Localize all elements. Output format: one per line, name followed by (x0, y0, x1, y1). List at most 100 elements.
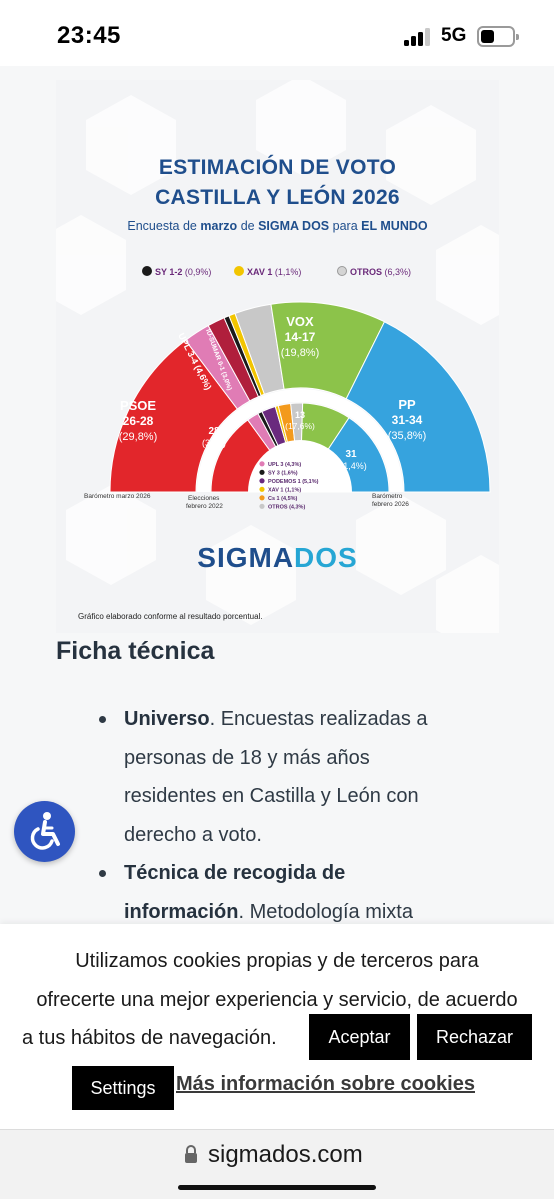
wheelchair-icon (30, 812, 60, 850)
legend-label: XAV 1 (247, 267, 273, 277)
cookie-text-line: ofrecerte una mejor experiencia y servic… (36, 988, 518, 1011)
bullet-bold: Universo (124, 708, 210, 730)
subtitle-pre: Encuesta de (127, 219, 197, 233)
subtitle-month: marzo (200, 219, 238, 233)
bullet-text: personas de 18 y más años (124, 746, 370, 769)
subtitle-mid: de (240, 219, 255, 233)
label-inner-psoe-pct: (30%) (202, 438, 226, 448)
inner-legend-label: UPL 3 (4,3%) (268, 462, 301, 468)
signal-icon (404, 28, 432, 46)
subtitle-media: EL MUNDO (361, 219, 428, 233)
subtitle-pollster: SIGMA DOS (258, 219, 330, 233)
list-item-continuation: personas de 18 y más años (95, 739, 515, 778)
logo-part-b: DOS (294, 542, 358, 573)
bullet-dot (99, 716, 106, 723)
inner-legend-dot (259, 478, 265, 484)
label-inner-pp-seats: 31 (345, 449, 357, 460)
cookie-more-info-link[interactable]: Más información sobre cookies (176, 1073, 475, 1095)
legend-pct: (1,1%) (274, 267, 302, 277)
infographic-title-line2: CASTILLA Y LEÓN 2026 (155, 186, 400, 209)
inner-legend-dot (259, 486, 265, 492)
accessibility-button[interactable] (14, 801, 75, 862)
inner-legend-label: XAV 1 (1,1%) (268, 488, 301, 494)
battery-icon (477, 26, 519, 47)
inner-legend-label: Cs 1 (4,5%) (268, 496, 298, 502)
axis-label-right-2: febrero 2026 (372, 501, 409, 508)
bullet-dot (99, 870, 106, 877)
legend-label: SY 1-2 (155, 267, 183, 277)
divider-ring (197, 389, 403, 492)
list-item: Universo. Encuestas realizadas a (95, 700, 515, 739)
label-inner-vox-pct: (17,6%) (285, 421, 315, 431)
inner-legend-label: OTROS (4,3%) (268, 505, 305, 511)
label-pp-seats: 31-34 (392, 413, 423, 427)
hemicycle-chart: PSOE 26-28 (29,8%) UPL 3-4 (4,6%) IU-SUM… (84, 301, 491, 511)
label-vox-pct: (19,8%) (281, 347, 320, 359)
hexagon-background (56, 80, 499, 633)
slice-pp (345, 321, 491, 493)
reject-cookies-button[interactable]: Rechazar (417, 1014, 532, 1060)
outer-hemicycle (109, 301, 491, 493)
list-item-continuation: residentes en Castilla y León con (95, 777, 515, 816)
browser-url-bar[interactable]: sigmados.com (0, 1129, 554, 1199)
list-item-continuation: derecho a voto. (95, 816, 515, 855)
infographic-subtitle: Encuesta de marzo de SIGMA DOS para EL M… (56, 219, 499, 233)
inner-legend-dot (259, 461, 265, 467)
bullet-text: . Metodología mixta (238, 900, 413, 923)
label-vox-seats: 14-17 (285, 330, 316, 344)
list-item-continuation: información. Metodología mixta (95, 893, 515, 932)
label-pp-pct: (35,8%) (388, 430, 427, 442)
inner-legend-dot (259, 469, 265, 475)
axis-label-right-1: Barómetro (372, 493, 403, 500)
legend-pct: (6,3%) (384, 267, 412, 277)
legend-dot (337, 266, 347, 276)
legend-item-otros: OTROS (6,3%) (337, 266, 411, 277)
network-type: 5G (441, 25, 467, 46)
sigmados-logo: SIGMADOS (56, 542, 499, 574)
inner-legend-dot (259, 503, 265, 509)
list-item: Técnica de recogida de (95, 854, 515, 893)
bullet-bold: información (124, 900, 239, 923)
label-inner-vox-seats: 13 (295, 410, 305, 420)
bullet-bold: Técnica de recogida de (124, 862, 346, 884)
bullet-text: derecho a voto. (124, 823, 262, 846)
legend-pct: (0,9%) (184, 267, 212, 277)
poll-infographic: ESTIMACIÓN DE VOTO CASTILLA Y LEÓN 2026 … (56, 80, 499, 633)
inner-legend-label: PODEMOS 1 (5,1%) (268, 479, 319, 485)
legend-dot (142, 266, 152, 276)
cookie-text-line: a tus hábitos de navegación. (22, 1027, 277, 1049)
url-text[interactable]: sigmados.com (208, 1141, 363, 1168)
infographic-title-line1: ESTIMACIÓN DE VOTO (158, 156, 397, 179)
section-title: Ficha técnica (56, 637, 215, 665)
legend-label: OTROS (350, 267, 383, 277)
axis-label-mid-2: febrero 2022 (186, 503, 223, 510)
label-pp-name: PP (398, 397, 416, 412)
inner-hemicycle (197, 389, 403, 494)
infographic-note: Gráfico elaborado conforme al resultado … (78, 612, 263, 621)
logo-part-a: SIGMA (197, 542, 295, 573)
cookie-settings-button[interactable]: Settings (72, 1066, 174, 1110)
lock-icon (185, 1145, 197, 1163)
axis-label-mid-1: Elecciones (188, 495, 220, 502)
label-inner-psoe-seats: 28 (208, 426, 220, 437)
label-psoe-seats: 26-28 (123, 414, 154, 428)
cookie-message: Utilizamos cookies propias y de terceros… (10, 942, 544, 1058)
inner-legend-dot (259, 495, 265, 501)
legend-item-xav: XAV 1 (1,1%) (234, 266, 301, 277)
subtitle-para: para (332, 219, 358, 233)
inner-legend-label: SY 3 (1,6%) (268, 471, 298, 477)
ficha-bullet-list: Universo. Encuestas realizadas a persona… (95, 700, 515, 931)
label-inner-pp-pct: (31,4%) (335, 461, 367, 471)
inner-legend: UPL 3 (4,3%) SY 3 (1,6%) PODEMOS 1 (5,1%) X… (259, 461, 319, 511)
accept-cookies-button[interactable]: Aceptar (309, 1014, 410, 1060)
label-psoe-pct: (29,8%) (119, 431, 158, 443)
legend-dot (234, 266, 244, 276)
legend-item-sy: SY 1-2 (0,9%) (142, 266, 211, 277)
bullet-text: residentes en Castilla y León con (124, 785, 419, 807)
status-time: 23:45 (57, 22, 121, 49)
home-indicator (178, 1185, 376, 1190)
label-vox-name: VOX (286, 314, 314, 329)
inner-legend-disc (248, 440, 352, 492)
status-bar: 23:45 5G (0, 0, 554, 66)
axis-label-left: Barómetro marzo 2026 (84, 493, 151, 500)
